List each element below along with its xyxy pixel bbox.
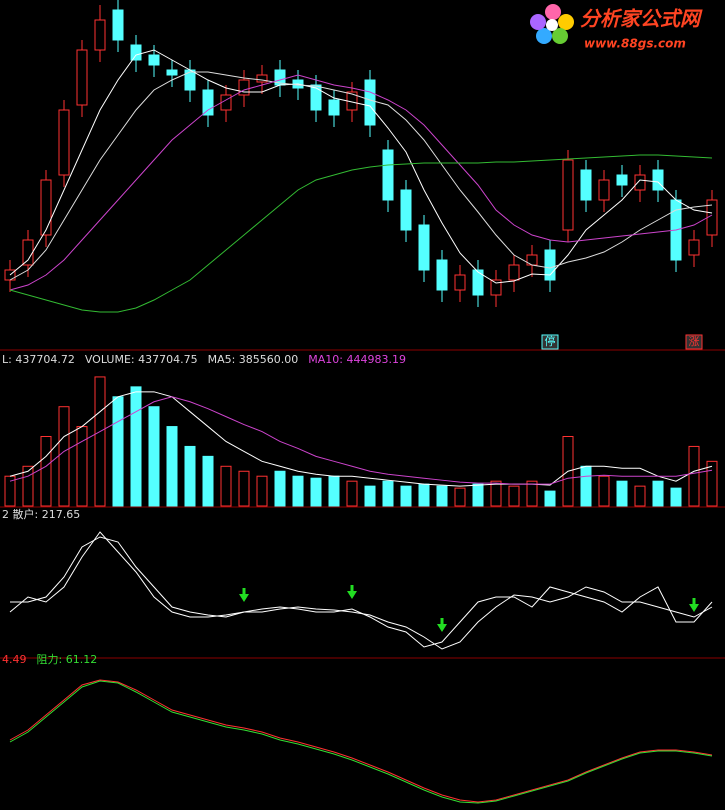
candle-body	[130, 44, 142, 61]
candle-body	[580, 169, 592, 201]
indicator-label: VOLUME: 437704.75	[85, 353, 198, 366]
volume-bar	[490, 480, 502, 507]
candle-body	[94, 19, 106, 51]
volume-bar	[364, 485, 376, 507]
badge-box	[541, 334, 559, 350]
candle-body	[40, 179, 52, 236]
volume-bar	[274, 470, 286, 507]
volume-bar	[526, 480, 538, 507]
volume-bar	[634, 485, 646, 507]
volume-bar	[616, 480, 628, 507]
candle-body	[148, 54, 160, 66]
indicator-line	[9, 154, 713, 313]
indicator-line	[9, 71, 713, 281]
volume-bar	[130, 386, 142, 507]
badge: 涨	[689, 335, 700, 348]
volume-bar	[40, 436, 52, 507]
candle-body	[58, 109, 70, 176]
indicator-line	[9, 74, 713, 291]
indicator-line	[9, 49, 713, 284]
candle-body	[184, 69, 196, 91]
volume-bar	[220, 465, 232, 507]
logo-url: www.88gs.com	[584, 37, 686, 51]
volume-bar	[148, 406, 160, 507]
candle-body	[652, 169, 664, 191]
candle-body	[688, 239, 700, 256]
volume-bar	[652, 480, 664, 507]
badge: 停	[545, 334, 556, 348]
volume-bar	[184, 445, 196, 507]
volume-bar	[382, 480, 394, 507]
candle-body	[436, 259, 448, 291]
volume-bar	[670, 487, 682, 507]
indicator-label: MA10: 444983.19	[308, 353, 406, 366]
candle-body	[454, 274, 466, 291]
candle-body	[166, 69, 178, 76]
candle-body	[598, 179, 610, 201]
volume-bar	[346, 480, 358, 507]
indicator-label: MA5: 385560.00	[208, 353, 299, 366]
indicator-label: 4.49	[2, 653, 27, 666]
signal-arrow	[689, 598, 699, 612]
indicator-label: 阻力: 61.12	[37, 653, 98, 666]
volume-bar	[544, 490, 556, 507]
volume-bar	[166, 426, 178, 507]
candle-body	[418, 224, 430, 271]
candle-body	[364, 79, 376, 126]
candle-body	[400, 189, 412, 231]
candle-body	[634, 174, 646, 191]
indicator-line	[9, 396, 713, 485]
candle-body	[490, 279, 502, 296]
volume-bar	[580, 465, 592, 507]
candle-body	[616, 174, 628, 186]
volume-bar	[688, 445, 700, 507]
candle-body	[202, 89, 214, 116]
volume-bar	[76, 426, 88, 507]
volume-bar	[400, 485, 412, 507]
volume-bar	[706, 460, 718, 507]
candle-body	[76, 49, 88, 106]
volume-bar	[58, 406, 70, 507]
logo-flower	[530, 4, 574, 44]
candle-body	[382, 149, 394, 201]
volume-bar	[418, 483, 430, 507]
candle-body	[544, 249, 556, 281]
indicator-label: L: 437704.72	[2, 353, 75, 366]
candle-body	[472, 269, 484, 296]
indicator-line	[9, 391, 713, 487]
volume-bar	[112, 396, 124, 507]
candle-body	[112, 9, 124, 41]
volume-bar	[310, 477, 322, 507]
candle-body	[238, 79, 250, 96]
indicator-label: 2 散户: 217.65	[2, 507, 80, 521]
indicator-line	[9, 679, 713, 803]
signal-arrow	[239, 588, 249, 602]
volume-bar	[454, 487, 466, 507]
volume-bar	[508, 485, 520, 507]
candle-body	[310, 84, 322, 111]
signal-arrow	[437, 618, 447, 632]
indicator-line	[9, 680, 713, 804]
volume-bar	[598, 475, 610, 507]
volume-bar	[292, 475, 304, 507]
candle-body	[508, 264, 520, 281]
signal-arrow	[347, 585, 357, 599]
indicator-line	[10, 536, 713, 650]
volume-bar	[472, 483, 484, 507]
volume-bar	[22, 465, 34, 507]
volume-bar	[202, 455, 214, 507]
badge-box	[685, 334, 703, 350]
candle-body	[22, 239, 34, 266]
volume-bar	[238, 470, 250, 507]
logo-title: 分析家公式网	[580, 7, 703, 31]
candle-body	[562, 159, 574, 231]
candle-body	[328, 99, 340, 116]
volume-bar	[94, 376, 106, 507]
candle-body	[256, 74, 268, 83]
volume-bar	[328, 475, 340, 507]
volume-bar	[256, 475, 268, 507]
volume-bar	[436, 485, 448, 507]
